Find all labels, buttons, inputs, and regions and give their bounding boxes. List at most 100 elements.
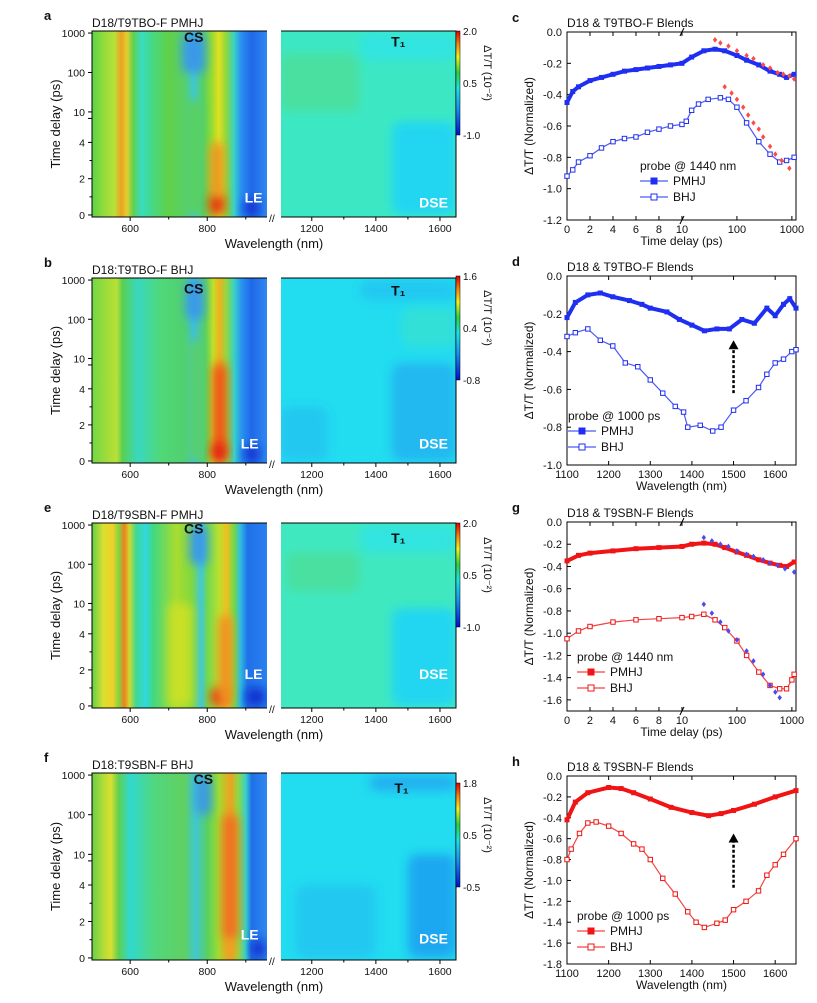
axis-break-mark — [679, 706, 685, 716]
y-axis-label: Time delay (ps) — [48, 79, 63, 168]
data-point — [639, 846, 645, 852]
data-point — [689, 541, 695, 547]
data-point — [701, 540, 707, 546]
heatmap-visible-base — [92, 278, 267, 463]
y-tick-label: -1.6 — [543, 938, 562, 950]
fit-point — [740, 104, 746, 110]
data-point — [781, 301, 787, 307]
annotation-le: LE — [245, 666, 263, 682]
y-tick-label: 100 — [67, 314, 85, 326]
data-point — [791, 154, 797, 161]
annotation-t: T₁ — [394, 780, 409, 796]
fit-point — [760, 62, 766, 68]
data-point — [718, 424, 724, 430]
y-tick-label: 100 — [67, 810, 85, 822]
axis-break-mark: // — [269, 956, 275, 968]
heatmap-panel-b: // 600 800 1200 1400 1600 0 2 4 10 100 1000 Waveleng… — [44, 255, 493, 497]
data-point — [605, 823, 612, 829]
data-point — [587, 623, 593, 630]
data-point — [791, 71, 797, 77]
data-point — [618, 786, 624, 792]
fit-point — [751, 55, 756, 62]
data-point — [793, 788, 799, 794]
heatmap-feature — [281, 406, 328, 461]
data-point — [633, 546, 639, 552]
data-point — [772, 360, 778, 366]
fit-point — [756, 126, 761, 132]
x-tick-label: 1200 — [300, 714, 324, 726]
legend-marker — [650, 177, 658, 185]
y-tick-label: 0.0 — [547, 271, 562, 283]
plot-frame — [566, 275, 797, 466]
colorbar-tick-label: -1.0 — [463, 623, 481, 634]
y-tick-label: 4 — [79, 384, 85, 396]
x-tick-label: 1600 — [428, 469, 452, 481]
data-point — [726, 326, 732, 332]
data-point — [701, 48, 707, 54]
fit-point — [782, 565, 788, 572]
x-tick-label: 1600 — [428, 966, 452, 978]
colorbar-tick-label: -0.8 — [463, 376, 481, 387]
fit-point — [760, 134, 766, 140]
fit-point — [734, 96, 740, 103]
heatmap-visible-base — [92, 31, 267, 217]
y-tick-label: -1.2 — [543, 896, 562, 908]
x-axis-label: Wavelength (nm) — [636, 479, 727, 493]
fit-point — [751, 553, 756, 560]
legend-marker — [587, 943, 595, 951]
y-tick-label: 10 — [73, 598, 85, 610]
x-axis-label: Wavelength (nm) — [225, 236, 324, 251]
series-fit-2 — [712, 37, 797, 82]
data-point — [689, 54, 695, 60]
y-axis-label: ΔT/T (Normalized) — [522, 322, 536, 420]
heatmap-nir-region — [281, 31, 456, 217]
y-axis-label: ΔT/T (Normalized) — [522, 821, 536, 919]
fit-point — [701, 601, 707, 608]
data-point — [717, 95, 724, 101]
annotation-le: LE — [241, 435, 259, 451]
heatmap-feature — [211, 442, 226, 461]
heatmap-feature — [222, 814, 239, 940]
x-tick-label: 800 — [198, 714, 216, 726]
x-tick-label: 1400 — [364, 223, 388, 235]
plot-frame — [566, 775, 797, 965]
colorbar — [455, 522, 461, 628]
panel-letter: d — [512, 254, 520, 269]
series-line — [565, 785, 797, 821]
fit-point — [734, 637, 740, 643]
panel-title: D18/T9SBN-F PMHJ — [92, 508, 203, 522]
data-point — [668, 804, 674, 810]
data-point — [764, 371, 770, 377]
fit-point — [787, 165, 792, 172]
axis-break-mark — [679, 517, 685, 527]
data-point — [712, 617, 718, 623]
heatmap-feature — [245, 687, 266, 706]
data-point — [626, 298, 632, 304]
y-tick-label: 1000 — [62, 28, 86, 40]
series-pmhj — [564, 46, 797, 105]
data-point — [743, 120, 750, 126]
colorbar-tick-label: -1.0 — [463, 131, 481, 142]
y-tick-label: 2 — [79, 420, 85, 432]
fit-point — [775, 69, 780, 76]
fit-point — [718, 541, 723, 548]
y-tick-label: 2 — [79, 174, 85, 186]
colorbar-label: ΔT/T (10⁻²) — [481, 537, 493, 593]
heatmap-feature — [213, 363, 227, 461]
data-point — [772, 794, 778, 800]
y-tick-label: -1.0 — [543, 628, 562, 640]
data-point — [701, 611, 707, 617]
data-point — [610, 138, 616, 145]
x-tick-label: 1600 — [428, 714, 452, 726]
x-tick-label: 1400 — [680, 968, 704, 980]
heatmap-panel-e: // 600 800 1200 1400 1600 0 2 4 10 100 1000 Waveleng… — [44, 500, 493, 742]
data-point — [572, 299, 578, 305]
data-point — [791, 559, 797, 565]
heatmap-feature — [359, 525, 456, 553]
x-tick-label: 1300 — [638, 968, 662, 980]
data-point — [793, 305, 799, 311]
data-point — [714, 326, 720, 332]
data-point — [572, 330, 579, 336]
y-tick-label: -0.6 — [543, 584, 562, 596]
x-axis-label: Time delay (ps) — [640, 725, 722, 739]
